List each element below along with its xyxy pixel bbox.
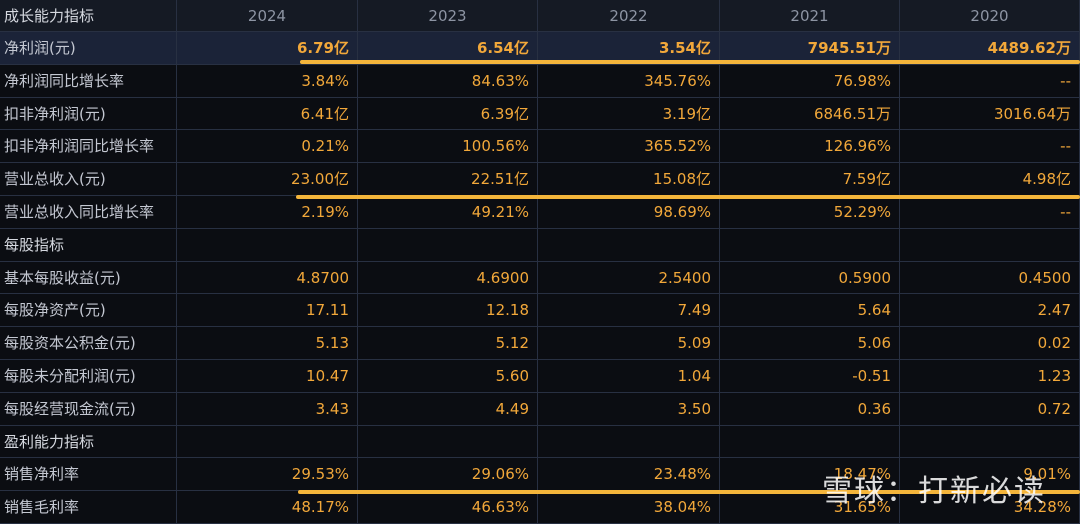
value-cell: 6.54亿	[358, 32, 538, 65]
row-label: 净利润(元)	[0, 32, 177, 65]
value-cell: 29.53%	[177, 458, 358, 492]
table-title: 成长能力指标	[0, 0, 177, 32]
value-cell: 7.59亿	[720, 163, 900, 196]
highlight-line	[296, 195, 1080, 199]
empty-cell	[358, 228, 538, 262]
row-label: 净利润同比增长率	[0, 64, 177, 98]
value-cell: 10.47	[177, 360, 358, 393]
value-cell: 3.19亿	[538, 97, 720, 131]
value-cell: 0.21%	[177, 130, 358, 164]
value-cell: 1.23	[900, 360, 1080, 393]
empty-cell	[538, 425, 720, 459]
value-cell: 6.79亿	[177, 32, 358, 65]
value-cell: 49.21%	[358, 196, 538, 229]
value-cell: 6846.51万	[720, 97, 900, 131]
value-cell: 7945.51万	[720, 32, 900, 65]
value-cell: 46.63%	[358, 491, 538, 524]
value-cell: 2.47	[900, 294, 1080, 328]
empty-cell	[900, 228, 1080, 262]
empty-cell	[538, 228, 720, 262]
value-cell: 6.39亿	[358, 97, 538, 131]
row-label: 营业总收入(元)	[0, 163, 177, 196]
section-label: 盈利能力指标	[0, 425, 177, 459]
empty-cell	[177, 425, 358, 459]
value-cell: 2.19%	[177, 196, 358, 229]
year-header: 2021	[720, 0, 900, 32]
value-cell: 0.02	[900, 327, 1080, 360]
row-label: 营业总收入同比增长率	[0, 196, 177, 229]
year-header: 2020	[900, 0, 1080, 32]
section-label: 每股指标	[0, 228, 177, 262]
row-label: 基本每股收益(元)	[0, 261, 177, 295]
row-label: 每股资本公积金(元)	[0, 327, 177, 360]
row-label: 每股净资产(元)	[0, 294, 177, 328]
value-cell: 126.96%	[720, 130, 900, 164]
value-cell: 100.56%	[358, 130, 538, 164]
value-cell: 38.04%	[538, 491, 720, 524]
value-cell: 3.54亿	[538, 32, 720, 65]
value-cell: 15.08亿	[538, 163, 720, 196]
value-cell: 5.09	[538, 327, 720, 360]
value-cell: 4.6900	[358, 261, 538, 295]
value-cell: 1.04	[538, 360, 720, 393]
empty-cell	[720, 425, 900, 459]
value-cell: 5.12	[358, 327, 538, 360]
value-cell: 12.18	[358, 294, 538, 328]
value-cell: 4.49	[358, 392, 538, 426]
value-cell: 365.52%	[538, 130, 720, 164]
highlight-line	[300, 60, 1080, 64]
value-cell: 0.72	[900, 392, 1080, 426]
value-cell: 3.84%	[177, 64, 358, 98]
value-cell: 76.98%	[720, 64, 900, 98]
value-cell: --	[900, 196, 1080, 229]
value-cell: 5.60	[358, 360, 538, 393]
value-cell: 29.06%	[358, 458, 538, 492]
value-cell: 31.65%	[720, 491, 900, 524]
row-label: 扣非净利润(元)	[0, 97, 177, 131]
value-cell: 2.5400	[538, 261, 720, 295]
value-cell: 52.29%	[720, 196, 900, 229]
value-cell: 0.36	[720, 392, 900, 426]
value-cell: 3016.64万	[900, 97, 1080, 131]
value-cell: 84.63%	[358, 64, 538, 98]
year-header: 2023	[358, 0, 538, 32]
row-label: 扣非净利润同比增长率	[0, 130, 177, 164]
value-cell: 4.98亿	[900, 163, 1080, 196]
value-cell: --	[900, 64, 1080, 98]
value-cell: 23.00亿	[177, 163, 358, 196]
value-cell: 5.64	[720, 294, 900, 328]
value-cell: 98.69%	[538, 196, 720, 229]
value-cell: 3.50	[538, 392, 720, 426]
value-cell: -0.51	[720, 360, 900, 393]
highlight-line	[298, 490, 1080, 494]
value-cell: 6.41亿	[177, 97, 358, 131]
value-cell: 22.51亿	[358, 163, 538, 196]
year-header: 2024	[177, 0, 358, 32]
row-label: 销售毛利率	[0, 491, 177, 524]
watermark: 雪球：打新必读	[822, 474, 1046, 509]
row-label: 每股未分配利润(元)	[0, 360, 177, 393]
row-label: 销售净利率	[0, 458, 177, 492]
value-cell: 0.5900	[720, 261, 900, 295]
empty-cell	[177, 228, 358, 262]
year-header: 2022	[538, 0, 720, 32]
value-cell: 48.17%	[177, 491, 358, 524]
value-cell: 7.49	[538, 294, 720, 328]
value-cell: 0.4500	[900, 261, 1080, 295]
value-cell: 5.13	[177, 327, 358, 360]
row-label: 每股经营现金流(元)	[0, 392, 177, 426]
value-cell: 23.48%	[538, 458, 720, 492]
value-cell: 345.76%	[538, 64, 720, 98]
value-cell: 5.06	[720, 327, 900, 360]
empty-cell	[358, 425, 538, 459]
value-cell: 3.43	[177, 392, 358, 426]
empty-cell	[900, 425, 1080, 459]
value-cell: --	[900, 130, 1080, 164]
value-cell: 4.8700	[177, 261, 358, 295]
value-cell: 17.11	[177, 294, 358, 328]
empty-cell	[720, 228, 900, 262]
